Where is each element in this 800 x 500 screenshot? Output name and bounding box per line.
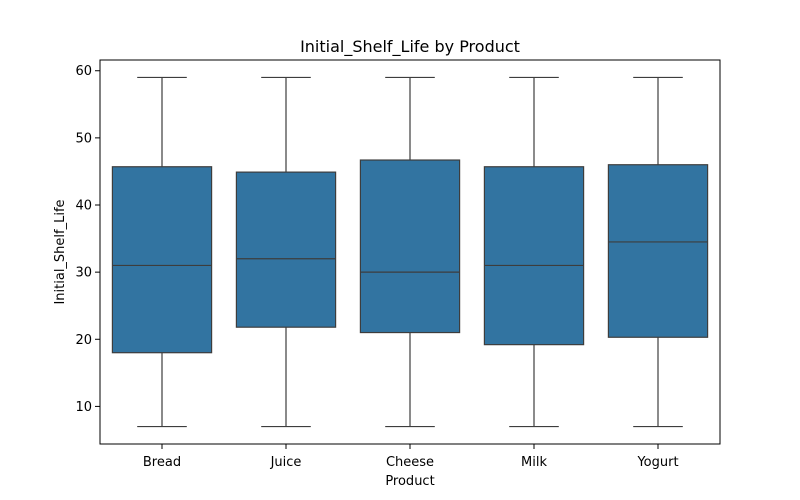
x-tick-label: Milk bbox=[521, 455, 547, 470]
y-axis-label: Initial_Shelf_Life bbox=[53, 199, 68, 304]
y-tick-label: 30 bbox=[75, 266, 92, 281]
iqr-box bbox=[111, 166, 213, 354]
iqr-box bbox=[235, 171, 337, 328]
y-tick-label: 10 bbox=[75, 400, 92, 415]
y-tick-label: 40 bbox=[75, 199, 92, 214]
x-tick-label: Juice bbox=[270, 455, 302, 470]
y-tick-label: 20 bbox=[75, 333, 92, 348]
box-group-yogurt bbox=[607, 76, 709, 428]
box-group-milk bbox=[483, 76, 585, 428]
iqr-box bbox=[359, 159, 461, 334]
y-tick-label: 50 bbox=[75, 131, 92, 146]
box-group-juice bbox=[235, 76, 337, 428]
iqr-box bbox=[483, 166, 585, 346]
x-tick-label: Yogurt bbox=[636, 455, 678, 470]
x-axis-label: Product bbox=[385, 474, 434, 489]
iqr-box bbox=[607, 164, 709, 338]
chart-title: Initial_Shelf_Life by Product bbox=[300, 37, 520, 57]
box-group-bread bbox=[111, 76, 213, 428]
y-tick-label: 60 bbox=[75, 64, 92, 79]
box-group-cheese bbox=[359, 76, 461, 428]
x-tick-label: Cheese bbox=[386, 455, 434, 470]
x-tick-label: Bread bbox=[143, 455, 181, 470]
